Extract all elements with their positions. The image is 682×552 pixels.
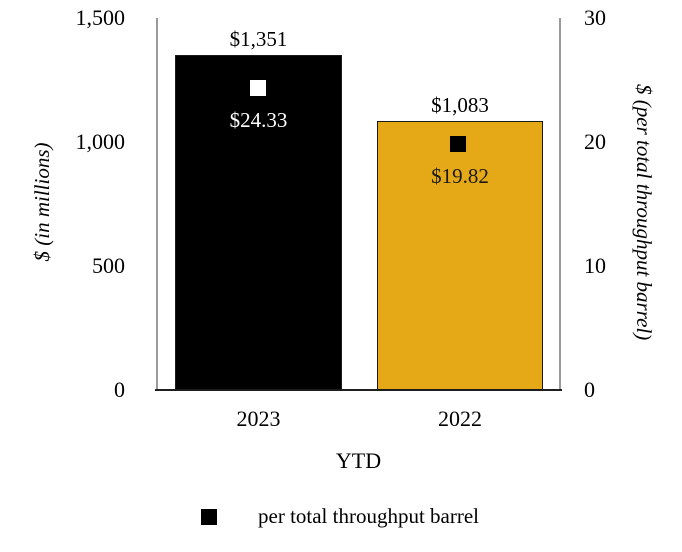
category-label-2022: 2022 [438, 406, 482, 431]
bar-value-label-2022: $1,083 [431, 93, 489, 118]
x-axis-title: YTD [335, 448, 382, 473]
marker-value-label-2022: $19.82 [431, 164, 489, 189]
left-axis-tick: 500 [92, 253, 125, 278]
left-axis-line [156, 18, 158, 391]
right-axis-title: $ (per total throughput barrel) [632, 83, 656, 341]
right-axis-tick: 20 [584, 129, 606, 154]
left-axis-title: $ (in millions) [30, 142, 54, 262]
x-axis-baseline [155, 389, 562, 391]
left-axis-tick: 0 [114, 377, 125, 402]
bar-2023 [175, 54, 342, 390]
bar-2022 [377, 121, 543, 390]
legend-label: per total throughput barrel [258, 504, 480, 528]
right-axis-tick: 0 [584, 377, 595, 402]
right-axis-tick: 30 [584, 5, 606, 30]
left-axis-tick: 1,000 [75, 129, 126, 154]
marker-value-label-2023: $24.33 [229, 108, 288, 133]
left-axis-tick: 1,500 [75, 5, 126, 30]
category-label-2023: 2023 [236, 406, 281, 431]
bar-value-label-2023: $1,351 [229, 26, 288, 51]
legend-square-swatch [201, 509, 217, 525]
right-axis-line [559, 18, 561, 391]
right-axis-tick: 10 [584, 253, 606, 278]
square-marker-2023 [250, 80, 266, 97]
square-marker-2022 [450, 136, 466, 153]
